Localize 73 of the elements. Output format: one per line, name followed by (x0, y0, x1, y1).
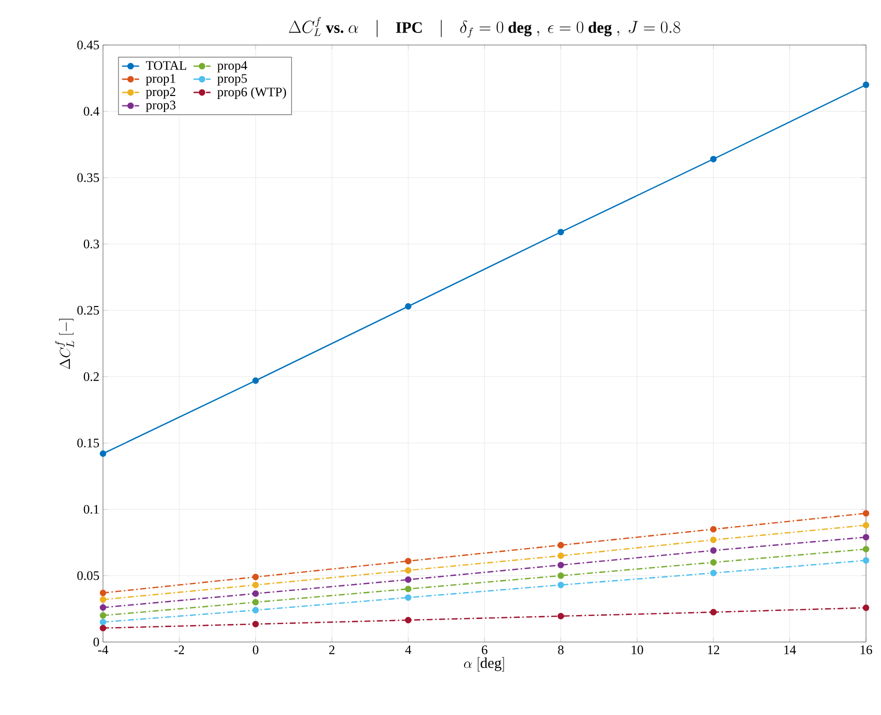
point (252, 590, 259, 597)
point (710, 536, 717, 544)
x-tick-label: 10 (632, 646, 644, 654)
point (100, 618, 106, 626)
point (404, 586, 412, 592)
x-tick-label: 4 (405, 646, 412, 654)
point (710, 608, 717, 616)
x-tick-label: 2 (329, 646, 334, 654)
point (252, 620, 259, 628)
point (252, 598, 259, 606)
point (710, 526, 717, 532)
point (862, 522, 870, 528)
point (862, 546, 870, 552)
point (558, 562, 564, 568)
point (558, 572, 564, 579)
x-tick-label: 16 (860, 646, 872, 654)
point (404, 567, 412, 574)
legend-label: prop2 (146, 87, 176, 99)
point (862, 557, 870, 564)
point (862, 604, 870, 612)
y-tick-label: 0.1 (84, 504, 99, 514)
y-tick-label: 0.2 (84, 372, 99, 382)
legend-label: TOTAL (146, 61, 186, 70)
point (710, 570, 717, 576)
legend-label: prop3 (146, 100, 176, 112)
legend-label: prop6 (WTP) (217, 87, 286, 99)
y-tick-label: 0.3 (84, 240, 99, 248)
x-tick-label: 8 (558, 646, 564, 654)
point (862, 82, 870, 88)
x-tick-label: 12 (708, 646, 720, 654)
x-tick-label: -2 (174, 646, 184, 654)
x-tick-label: 14 (784, 646, 796, 654)
y-axis-title: $\Delta C_L^f\ \mathrm{[-]}$ (55, 318, 74, 370)
x-tick-label: 0 (252, 646, 258, 654)
point (862, 510, 870, 517)
y-tick-label: 0.05 (77, 571, 99, 580)
point (404, 558, 412, 564)
point (558, 228, 564, 236)
chart-title: $\Delta C_L^f\ \textbf{vs.}\ \alpha\quad|\quad\textbf{IPC}\quad|\quad\delta_f=0\ \textbf{deg}\ ,\ \epsilon=0\ \textbf{deg}\ ,\ J=0.8$ (288, 17, 680, 38)
y-tick-label: 0.4 (84, 106, 100, 116)
legend-label: prop5 (217, 74, 247, 86)
point (710, 559, 717, 566)
point (100, 624, 106, 632)
point (404, 616, 412, 624)
point (404, 576, 412, 583)
point (100, 604, 106, 611)
point (100, 612, 106, 619)
point (710, 547, 717, 554)
point (710, 156, 717, 162)
point (558, 542, 564, 548)
point (252, 606, 259, 614)
point (558, 612, 564, 620)
point (558, 552, 564, 560)
point (100, 596, 106, 603)
point (404, 303, 412, 310)
point (252, 574, 259, 580)
point (558, 582, 564, 588)
y-tick-label: 0 (94, 638, 99, 646)
legend-label: prop4 (217, 61, 248, 72)
y-tick-label: 0.25 (77, 306, 99, 315)
x-tick-label: -4 (98, 646, 108, 654)
point (100, 450, 106, 457)
point (252, 582, 259, 588)
x-axis-title: $\alpha\ \mathrm{[deg]}$ (464, 657, 504, 672)
y-tick-label: 0.45 (77, 40, 99, 50)
point (404, 594, 412, 601)
point (862, 534, 870, 540)
y-tick-label: 0.15 (77, 438, 99, 448)
legend-label: prop1 (146, 74, 176, 86)
point (100, 590, 106, 596)
x-tick-label: 6 (482, 646, 488, 654)
point (252, 377, 259, 384)
y-tick-label: 0.35 (77, 173, 99, 182)
